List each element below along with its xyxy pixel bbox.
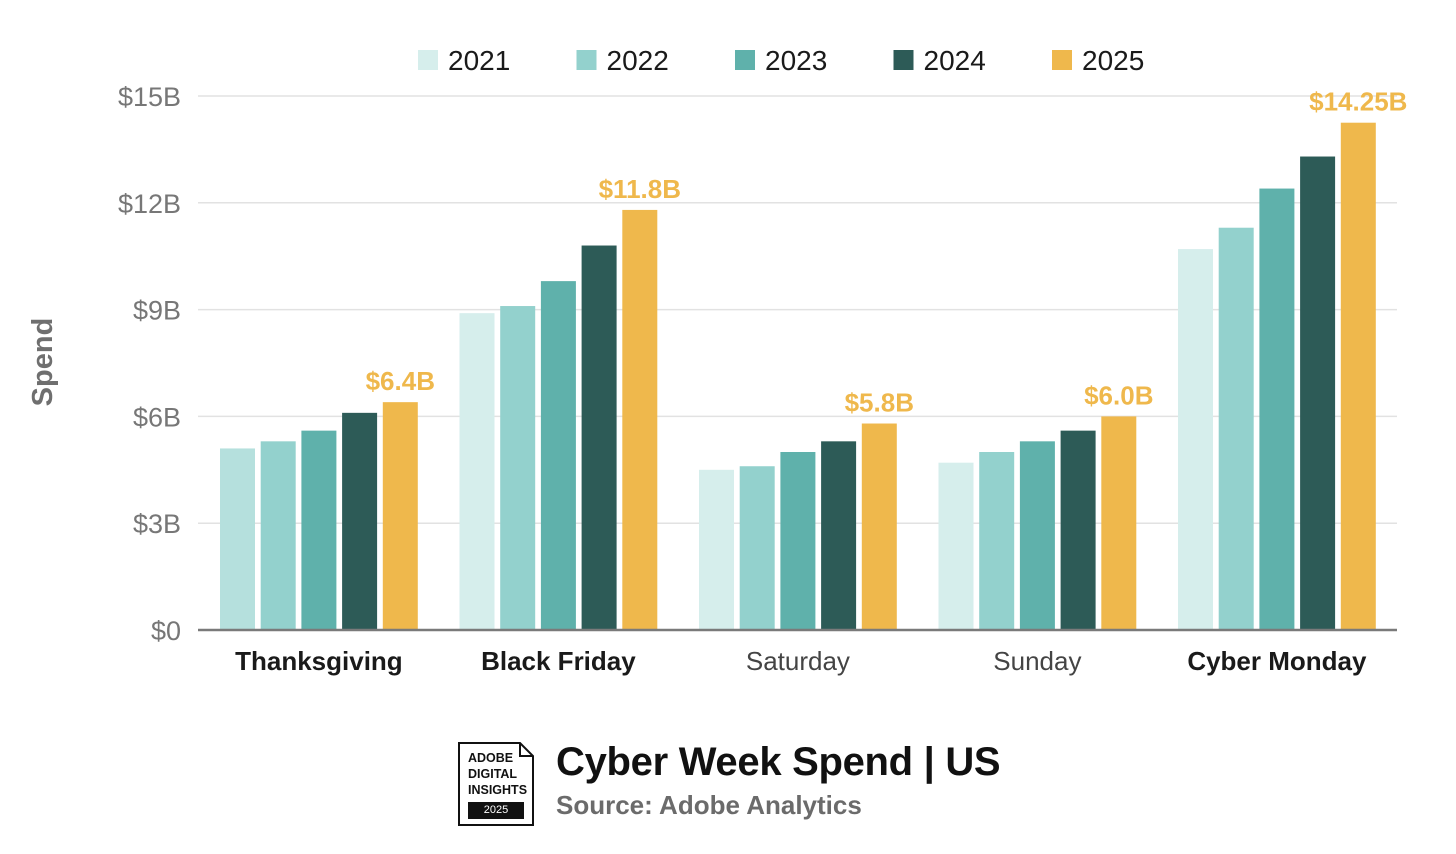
y-axis-label: Spend xyxy=(27,318,59,407)
legend: 2021 2022 2023 2024 2025 xyxy=(418,45,1144,76)
bar-thanksgiving-2024 xyxy=(342,412,378,630)
bar-sunday-2021 xyxy=(938,462,974,630)
x-tick-label-thanksgiving: Thanksgiving xyxy=(235,646,403,676)
bar-saturday-2022 xyxy=(739,466,775,630)
y-tick-label-6: $6B xyxy=(133,402,181,432)
data-label-cyber-monday: $14.25B xyxy=(1309,87,1407,117)
legend-swatch-2021 xyxy=(418,50,438,70)
bar-saturday-2025 xyxy=(861,423,897,630)
y-tick-label-15: $15B xyxy=(118,82,181,112)
y-tick-label-3: $3B xyxy=(133,509,181,539)
bar-cyber-monday-2022 xyxy=(1218,227,1254,630)
badge-line-2: DIGITAL xyxy=(468,767,518,781)
legend-label-2023: 2023 xyxy=(765,45,827,76)
bar-thanksgiving-2023 xyxy=(301,430,337,630)
legend-swatch-2024 xyxy=(893,50,914,70)
bar-black-friday-2022 xyxy=(500,306,536,630)
legend-label-2022: 2022 xyxy=(607,45,669,76)
bar-black-friday-2025 xyxy=(622,209,658,631)
bar-black-friday-2021 xyxy=(459,313,495,630)
bar-black-friday-2024 xyxy=(581,245,617,630)
data-label-sunday: $6.0B xyxy=(1084,380,1153,410)
bar-saturday-2023 xyxy=(780,452,816,630)
bar-cyber-monday-2024 xyxy=(1300,156,1336,630)
badge-line-3: INSIGHTS xyxy=(468,783,528,797)
data-label-thanksgiving: $6.4B xyxy=(366,366,435,396)
bar-thanksgiving-2025 xyxy=(382,402,418,630)
bar-cyber-monday-2023 xyxy=(1259,188,1295,630)
x-tick-label-cyber-monday: Cyber Monday xyxy=(1187,646,1367,676)
legend-swatch-2025 xyxy=(1052,50,1072,70)
data-label-black-friday: $11.8B xyxy=(599,174,681,204)
y-tick-label-9: $9B xyxy=(133,296,181,326)
legend-swatch-2023 xyxy=(735,50,755,70)
data-label-saturday: $5.8B xyxy=(845,388,914,418)
bars xyxy=(220,122,1376,631)
y-tick-label-12: $12B xyxy=(118,189,181,219)
bar-chart: 2021 2022 2023 2024 2025 $0 $3B $6B $9B $12B $15B… xyxy=(27,45,1408,676)
badge-text: ADOBE DIGITAL INSIGHTS xyxy=(468,750,527,798)
y-tick-label-0: $0 xyxy=(151,616,181,646)
bar-saturday-2024 xyxy=(821,441,857,630)
chart-source: Source: Adobe Analytics xyxy=(556,790,862,820)
x-tick-label-sunday: Sunday xyxy=(993,646,1081,676)
legend-label-2025: 2025 xyxy=(1082,45,1144,76)
legend-swatch-2022 xyxy=(576,50,597,70)
bar-sunday-2024 xyxy=(1060,430,1096,630)
chart-title: Cyber Week Spend | US xyxy=(556,740,1001,784)
badge-year: 2025 xyxy=(468,802,524,819)
legend-label-2021: 2021 xyxy=(448,45,510,76)
bar-sunday-2023 xyxy=(1019,441,1055,630)
bar-thanksgiving-2021 xyxy=(220,448,255,630)
y-axis-ticks: $0 $3B $6B $9B $12B $15B xyxy=(118,82,181,646)
bar-saturday-2021 xyxy=(699,469,734,630)
bar-sunday-2025 xyxy=(1101,416,1137,630)
legend-label-2024: 2024 xyxy=(924,45,986,76)
bar-thanksgiving-2022 xyxy=(260,441,296,630)
bar-black-friday-2023 xyxy=(540,281,576,630)
x-tick-label-saturday: Saturday xyxy=(746,646,850,676)
bar-cyber-monday-2025 xyxy=(1340,122,1376,630)
chart-footer: ADOBE DIGITAL INSIGHTS 2025 Cyber Week S… xyxy=(456,738,1016,830)
data-labels: $6.4B $11.8B $5.8B $6.0B $14.25B xyxy=(366,87,1408,418)
bar-cyber-monday-2021 xyxy=(1178,249,1213,630)
x-axis-ticks: Thanksgiving Black Friday Saturday Sunday Cy… xyxy=(235,646,1367,676)
badge-line-1: ADOBE xyxy=(468,751,514,765)
bar-sunday-2022 xyxy=(979,452,1015,630)
x-tick-label-black-friday: Black Friday xyxy=(481,646,636,676)
